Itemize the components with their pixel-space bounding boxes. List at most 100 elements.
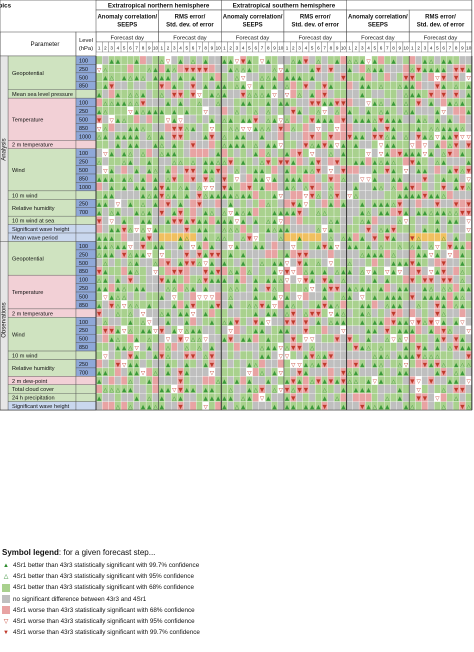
score-symbol: ▲ bbox=[391, 270, 396, 276]
score-cell bbox=[296, 64, 303, 74]
score-symbol: ▲ bbox=[260, 168, 265, 174]
score-symbol: ▲ bbox=[103, 253, 108, 259]
score-symbol: ▼ bbox=[216, 168, 221, 174]
score-cell bbox=[277, 283, 285, 293]
score-symbol: △ bbox=[329, 194, 334, 200]
score-symbol: △ bbox=[285, 84, 290, 90]
score-symbol: ▲ bbox=[448, 379, 453, 385]
score-symbol: ▲ bbox=[423, 135, 428, 141]
score-cell bbox=[108, 64, 115, 74]
score-symbol: △ bbox=[147, 67, 152, 73]
score-title: Anomaly correlation/ bbox=[348, 15, 408, 21]
score-symbol: ▼ bbox=[410, 379, 415, 385]
score-symbol: ▲ bbox=[103, 202, 108, 208]
legend-text: 4Sr1 worse than 43r3 statistically signi… bbox=[13, 629, 200, 637]
score-cell bbox=[340, 359, 347, 369]
score-symbol: △ bbox=[354, 59, 359, 65]
score-cell bbox=[214, 342, 222, 352]
score-cell bbox=[214, 384, 222, 394]
score-cell bbox=[434, 275, 441, 284]
day-number: 6 bbox=[380, 46, 383, 51]
day-number: 9 bbox=[148, 46, 151, 51]
score-cell bbox=[452, 114, 460, 124]
score-cell bbox=[402, 266, 410, 276]
score-cell bbox=[214, 283, 222, 293]
score-symbol: ▼ bbox=[379, 118, 384, 124]
score-cell bbox=[452, 106, 460, 116]
score-symbol: ▲ bbox=[429, 295, 434, 301]
score-cell bbox=[302, 300, 310, 310]
score-cell bbox=[346, 249, 353, 259]
score-cell bbox=[434, 165, 441, 175]
score-symbol: ▼ bbox=[310, 185, 315, 191]
score-symbol: △ bbox=[329, 185, 334, 191]
score-symbol: ▽ bbox=[410, 143, 415, 149]
score-cell bbox=[340, 190, 347, 200]
score-cell bbox=[95, 165, 103, 175]
score-cell bbox=[177, 190, 184, 200]
score-title: Std. dev. of error bbox=[166, 23, 214, 29]
score-cell bbox=[158, 216, 166, 225]
score-cell bbox=[214, 359, 222, 369]
score-cell bbox=[196, 350, 203, 360]
score-cell bbox=[333, 249, 341, 259]
score-cell bbox=[315, 216, 322, 225]
score-cell bbox=[409, 173, 416, 183]
score-cell bbox=[183, 81, 191, 90]
parameter-name: Temperature bbox=[12, 290, 43, 296]
score-cell bbox=[214, 207, 222, 217]
score-symbol: ▲ bbox=[135, 286, 140, 292]
score-symbol: ▲ bbox=[97, 177, 102, 183]
score-symbol: ▲ bbox=[316, 118, 321, 124]
score-symbol: △ bbox=[379, 345, 384, 351]
score-symbol: ▼ bbox=[310, 312, 315, 318]
day-number: 4 bbox=[305, 46, 308, 51]
score-cell bbox=[290, 291, 297, 301]
score-symbol: ▲ bbox=[404, 152, 409, 158]
score-cell bbox=[352, 98, 360, 107]
score-cell bbox=[114, 249, 122, 259]
score-cell bbox=[377, 325, 385, 335]
score-symbol: ▽ bbox=[122, 329, 127, 335]
score-symbol: ▽ bbox=[141, 312, 146, 318]
score-cell bbox=[333, 224, 341, 234]
score-symbol: ▽ bbox=[404, 337, 409, 343]
score-cell bbox=[108, 199, 115, 208]
score-cell bbox=[459, 325, 466, 335]
score-cell bbox=[183, 173, 191, 183]
score-cell bbox=[102, 308, 109, 318]
score-cell bbox=[358, 165, 366, 175]
score-symbol: ▽ bbox=[448, 253, 453, 259]
score-symbol: ▼ bbox=[166, 261, 171, 267]
score-cell bbox=[145, 55, 153, 65]
score-symbol: △ bbox=[229, 295, 234, 301]
score-cell bbox=[189, 148, 197, 158]
score-cell bbox=[308, 173, 316, 183]
score-symbol: ▽ bbox=[191, 244, 196, 250]
score-cell bbox=[277, 241, 285, 251]
score-symbol: ▲ bbox=[398, 396, 403, 402]
score-cell bbox=[409, 393, 416, 402]
score-symbol: ▽ bbox=[366, 270, 371, 276]
score-cell bbox=[396, 131, 404, 141]
score-symbol: ▽ bbox=[460, 135, 465, 141]
score-cell bbox=[258, 334, 266, 343]
day-number: 6 bbox=[254, 46, 257, 51]
score-symbol: ▼ bbox=[467, 143, 472, 149]
score-symbol: ▲ bbox=[222, 337, 227, 343]
parameter-name: Total cloud cover bbox=[12, 387, 54, 393]
score-cell bbox=[283, 190, 291, 200]
score-cell bbox=[371, 207, 379, 217]
score-cell bbox=[427, 81, 435, 90]
score-cell bbox=[340, 342, 347, 352]
score-symbol: ▲ bbox=[260, 244, 265, 250]
score-cell bbox=[415, 283, 422, 293]
score-cell bbox=[346, 114, 353, 124]
score-symbol: △ bbox=[141, 202, 146, 208]
score-symbol: ▼ bbox=[128, 354, 133, 360]
score-cell bbox=[459, 308, 466, 318]
score-cell bbox=[271, 131, 278, 141]
score-cell bbox=[465, 393, 472, 402]
score-cell bbox=[296, 334, 303, 343]
score-symbol: △ bbox=[291, 303, 296, 309]
